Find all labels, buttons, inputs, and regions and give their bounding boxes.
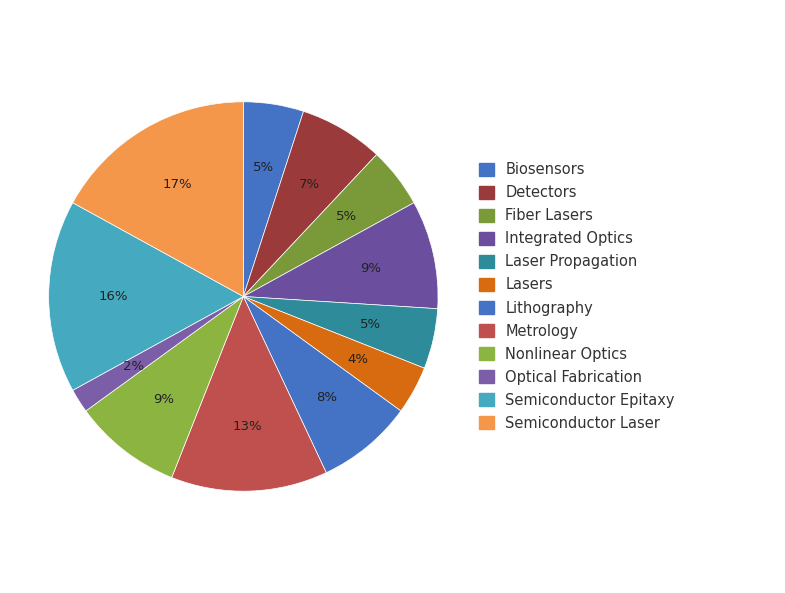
Wedge shape [172,296,327,491]
Wedge shape [243,296,425,411]
Text: 2%: 2% [122,360,144,373]
Text: 4%: 4% [347,353,368,366]
Wedge shape [73,102,243,296]
Text: 17%: 17% [162,178,192,191]
Wedge shape [243,296,438,368]
Text: 5%: 5% [336,210,357,223]
Text: 9%: 9% [360,262,382,275]
Wedge shape [73,296,243,411]
Text: 16%: 16% [98,290,128,303]
Legend: Biosensors, Detectors, Fiber Lasers, Integrated Optics, Laser Propagation, Laser: Biosensors, Detectors, Fiber Lasers, Int… [479,162,675,431]
Wedge shape [243,296,401,473]
Text: 5%: 5% [254,161,274,174]
Text: 5%: 5% [360,318,382,331]
Wedge shape [49,203,243,390]
Wedge shape [243,102,304,296]
Wedge shape [243,203,438,309]
Wedge shape [86,296,243,477]
Text: 8%: 8% [316,391,337,403]
Text: 13%: 13% [232,420,262,433]
Wedge shape [243,111,377,296]
Wedge shape [243,155,414,296]
Text: 9%: 9% [153,393,174,406]
Text: 7%: 7% [299,178,320,191]
